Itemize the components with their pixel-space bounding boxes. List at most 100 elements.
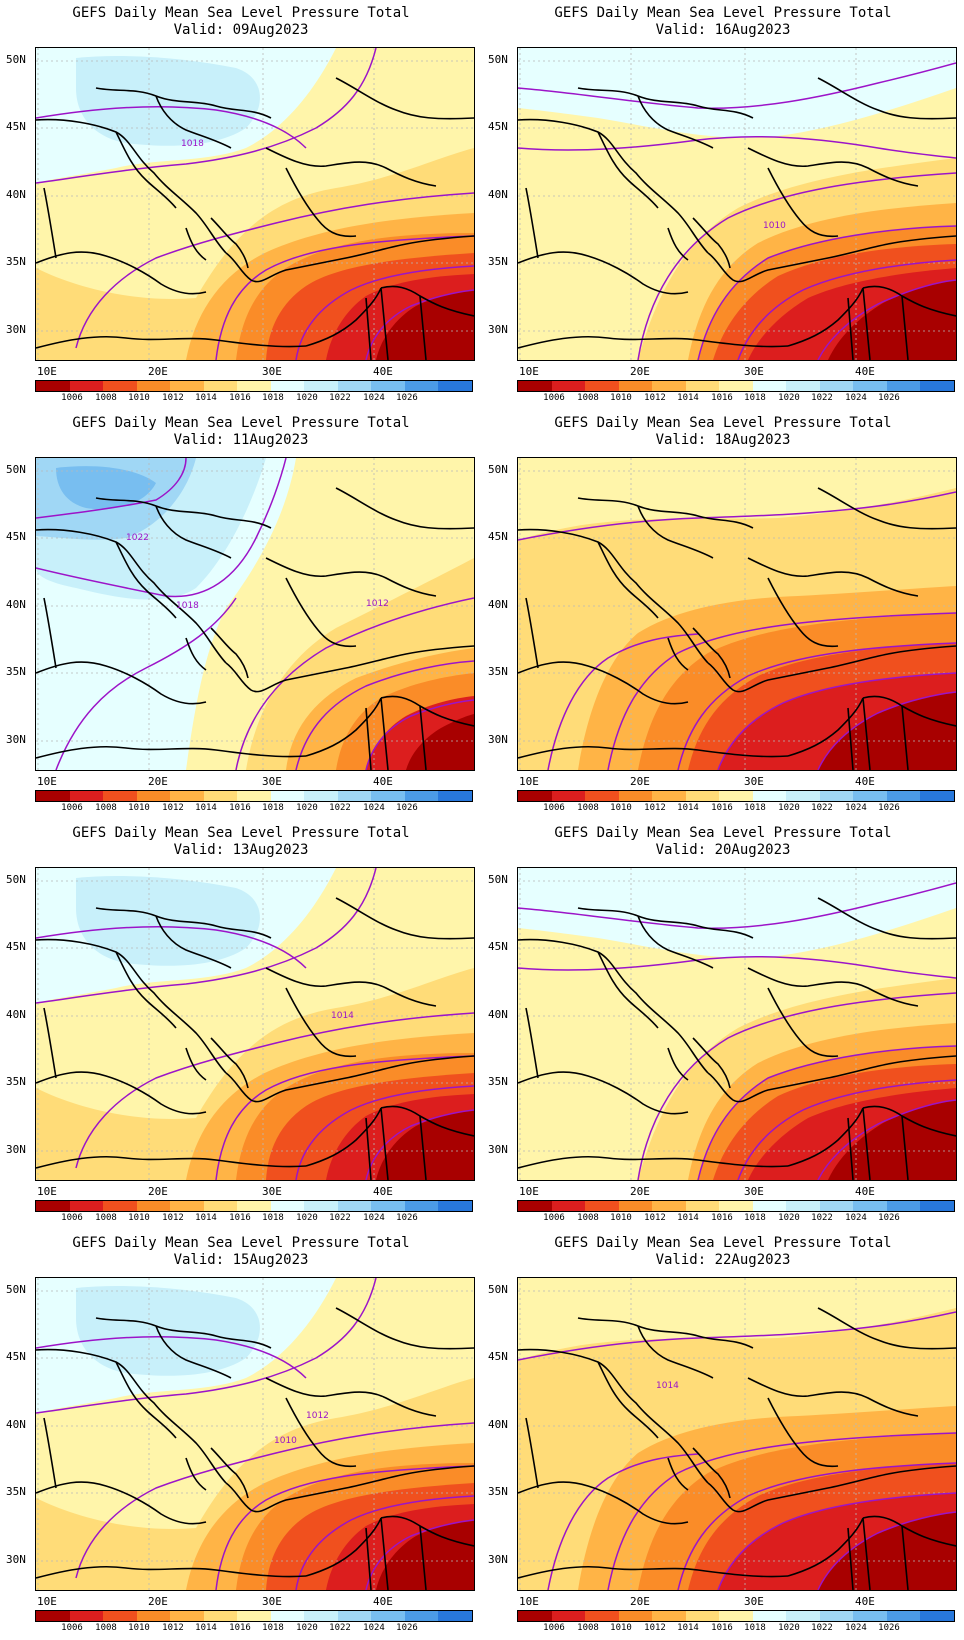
colorbar-swatch <box>404 791 439 801</box>
colorbar-swatch <box>786 1201 820 1211</box>
colorbar-swatch <box>786 791 820 801</box>
colorbar-swatch <box>920 791 954 801</box>
coastline <box>577 907 754 939</box>
coastline <box>847 707 854 770</box>
coastline <box>518 1565 789 1579</box>
coastline-layer <box>518 487 956 770</box>
colorbar-tick-label: 1006 <box>543 803 565 813</box>
lat-tick-label: 50N <box>488 1283 508 1296</box>
lat-tick-label: 50N <box>488 463 508 476</box>
coastline <box>692 627 731 679</box>
coastline <box>36 1155 307 1169</box>
coastline <box>767 577 839 648</box>
coastline <box>115 131 177 209</box>
lat-tick-label: 40N <box>6 188 26 201</box>
coastline <box>901 705 909 770</box>
lat-tick-label: 40N <box>6 1008 26 1021</box>
coastline-layer <box>36 897 474 1180</box>
coastline <box>335 487 474 530</box>
isobar-line <box>36 458 287 598</box>
coastline <box>305 287 382 347</box>
colorbar-swatch <box>237 1611 271 1621</box>
pressure-map: 1014 <box>35 867 475 1181</box>
colorbar-swatch <box>170 381 204 391</box>
lat-tick-label: 45N <box>488 1350 508 1363</box>
colorbar-swatch <box>36 791 70 801</box>
colorbar-tick-label: 1016 <box>711 1623 733 1633</box>
colorbar-tick-label: 1014 <box>677 1623 699 1633</box>
coastline <box>265 1377 437 1417</box>
panel-title: GEFS Daily Mean Sea Level Pressure Total <box>554 5 892 21</box>
pressure-map-svg: 1010 <box>518 48 956 360</box>
coastline <box>667 227 689 261</box>
lat-tick-label: 50N <box>488 53 508 66</box>
colorbar-swatch <box>304 791 338 801</box>
coastline <box>707 235 956 283</box>
isobar-line <box>215 1055 474 1180</box>
coastline <box>225 645 474 693</box>
coastline <box>637 1325 714 1379</box>
coastline <box>285 577 357 648</box>
pressure-map-svg: 1018 <box>36 48 474 360</box>
colorbar-swatch <box>103 381 137 391</box>
colorbar-labels: 1006 1008 1010 1012 1014 1016 1018 1020 1022 1024… <box>517 1623 955 1635</box>
isobar-line <box>817 1099 956 1180</box>
isobar-line <box>547 1453 699 1590</box>
coastline <box>115 1361 177 1439</box>
coastline <box>767 167 839 238</box>
colorbar-swatch <box>36 1201 70 1211</box>
colorbar <box>517 1200 955 1212</box>
colorbar-swatch <box>136 1611 171 1621</box>
colorbar-swatch <box>438 1201 472 1211</box>
coastline <box>518 251 689 295</box>
coastline <box>597 131 659 209</box>
coastline <box>787 1107 864 1167</box>
pressure-fill-region <box>818 1512 956 1590</box>
map-panel-p22: GEFS Daily Mean Sea Level Pressure Total… <box>482 1230 964 1640</box>
coastline <box>305 697 382 757</box>
coastline <box>36 1071 207 1115</box>
coastline <box>43 597 57 669</box>
coastline <box>36 745 307 759</box>
colorbar-tick-label: 1026 <box>878 393 900 403</box>
colorbar-swatch <box>371 381 405 391</box>
colorbar-swatch <box>886 381 921 391</box>
colorbar-swatch <box>585 1201 619 1211</box>
pressure-fill-region <box>518 868 956 958</box>
colorbar-swatch <box>103 1611 137 1621</box>
colorbar-swatch <box>270 1201 305 1211</box>
lon-tick-label: 40E <box>373 1185 393 1198</box>
colorbar-swatch <box>337 791 372 801</box>
coastline <box>692 1447 731 1499</box>
coastline <box>817 897 956 940</box>
colorbar-swatch <box>36 381 70 391</box>
coastline <box>597 951 659 1029</box>
panel-valid-date: Valid: 13Aug2023 <box>173 842 309 858</box>
colorbar <box>517 790 955 802</box>
pressure-fill-region <box>828 280 956 360</box>
colorbar-tick-label: 1016 <box>711 803 733 813</box>
coastline <box>365 1527 372 1590</box>
colorbar-swatch <box>203 791 238 801</box>
isobar-line <box>75 1422 474 1579</box>
colorbar-swatch <box>819 1201 854 1211</box>
colorbar-tick-label: 1022 <box>329 393 351 403</box>
colorbar-tick-label: 1008 <box>577 1623 599 1633</box>
coastline <box>36 528 227 664</box>
lat-tick-label: 35N <box>6 255 26 268</box>
colorbar-swatch <box>652 791 686 801</box>
isobar-line <box>717 1492 956 1590</box>
colorbar-labels: 1006 1008 1010 1012 1014 1016 1018 1020 1022 1024… <box>35 1213 473 1225</box>
lat-tick-label: 40N <box>6 1418 26 1431</box>
colorbar-tick-label: 1010 <box>128 1213 150 1223</box>
colorbar-swatch <box>752 1611 787 1621</box>
pressure-fill-region <box>518 1278 956 1360</box>
colorbar-tick-label: 1010 <box>128 1623 150 1633</box>
colorbar-swatch <box>652 1611 686 1621</box>
coastline <box>747 1377 919 1417</box>
colorbar-swatch <box>237 381 271 391</box>
coastline <box>419 1115 427 1180</box>
coastline <box>862 1107 871 1180</box>
colorbar-swatch <box>551 791 586 801</box>
colorbar-tick-label: 1016 <box>711 393 733 403</box>
